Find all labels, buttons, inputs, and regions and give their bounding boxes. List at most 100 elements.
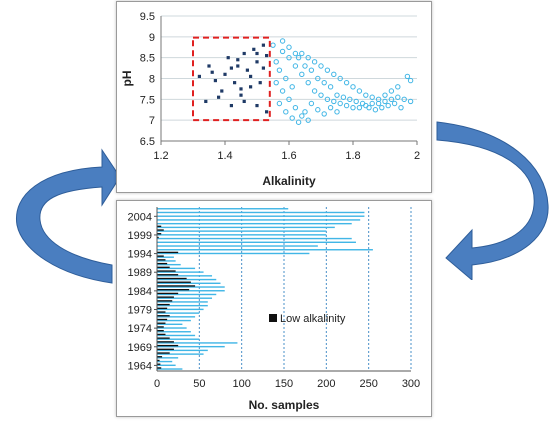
bar-low (157, 311, 166, 313)
scatter-point (337, 75, 343, 82)
bar-all (157, 323, 183, 326)
scatter-point (239, 87, 243, 91)
scatter-point (334, 92, 340, 98)
scatter-point (311, 88, 318, 94)
bar-all (157, 211, 365, 214)
bar-low (157, 259, 166, 261)
scatter-point (363, 92, 369, 98)
bar-low (157, 277, 187, 280)
bar-low (157, 363, 161, 365)
bar-all (157, 312, 200, 314)
scatter-point (305, 117, 311, 123)
bar-all (157, 260, 176, 262)
bar-low (157, 281, 191, 283)
bar-all (157, 334, 196, 337)
y-tick-label: 1964 (128, 360, 152, 372)
bar-all (157, 345, 225, 348)
bar-all (157, 275, 213, 277)
legend-label: Low alkalinity (280, 313, 346, 325)
scatter-point (273, 79, 279, 86)
right-curved-arrow-icon (436, 121, 549, 280)
bar-all (157, 331, 191, 333)
bar-low (157, 255, 164, 257)
y-tick-label: 1989 (128, 267, 152, 279)
bar-all (157, 219, 361, 221)
bar-all (157, 368, 183, 370)
bar-low (157, 322, 166, 324)
bar-low (157, 285, 196, 287)
bar-all (157, 304, 208, 307)
scatter-point (270, 42, 276, 48)
bar-all (157, 215, 365, 217)
bar-low (157, 352, 170, 354)
scatter-point (292, 63, 299, 69)
scatter-point (337, 100, 343, 107)
bar-low (157, 333, 166, 336)
bar-all (157, 316, 196, 318)
y-tick-label: 8 (149, 74, 155, 86)
x-tick-label: 150 (275, 378, 293, 390)
scatter-point (366, 104, 372, 111)
scatter-point (391, 100, 398, 107)
scatter-point (369, 94, 375, 100)
scatter-point (395, 94, 401, 100)
bar-low (157, 262, 168, 265)
bar-all (157, 245, 318, 247)
bar-all (157, 338, 200, 340)
scatter-point (407, 77, 414, 84)
scatter-point (388, 88, 395, 94)
bar-all (157, 297, 213, 299)
bar-low (157, 344, 179, 347)
bar-low (157, 229, 164, 231)
scatter-point (340, 94, 347, 100)
bar-low (157, 337, 170, 339)
scatter-point (324, 96, 331, 103)
bar-all (157, 252, 310, 255)
scatter-point (276, 100, 283, 107)
x-tick-label: 2 (414, 150, 420, 162)
scatter-point (315, 75, 321, 82)
scatter-point (239, 93, 243, 97)
scatter-point (279, 88, 286, 94)
bar-all (157, 278, 217, 281)
x-axis-label: Alkalinity (262, 174, 316, 188)
scatter-point (295, 54, 302, 61)
bar-low (157, 303, 170, 306)
bar-low (157, 330, 164, 332)
scatter-point (261, 66, 265, 70)
scatter-point (305, 54, 311, 61)
scatter-point (283, 109, 289, 115)
x-axis-label: No. samples (249, 398, 320, 412)
bar-all (157, 308, 204, 311)
scatter-point (375, 96, 382, 103)
scatter-point (315, 107, 321, 113)
x-tick-label: 1.6 (281, 150, 296, 162)
scatter-point (327, 84, 334, 90)
x-tick-label: 250 (359, 378, 377, 390)
scatter-point (299, 50, 305, 57)
scatter-point (220, 89, 224, 93)
bar-low (157, 270, 176, 272)
scatter-point (295, 119, 302, 125)
scatter-point (350, 84, 356, 90)
y-tick-label: 7 (149, 115, 155, 127)
scatter-point (356, 104, 363, 111)
bar-low (157, 251, 179, 254)
bar-all (157, 208, 289, 210)
y-tick-label: 1999 (128, 230, 152, 242)
bar-low (157, 367, 162, 369)
x-tick-label: 0 (154, 378, 160, 390)
bar-all (157, 256, 174, 258)
x-tick-label: 1.4 (217, 150, 232, 162)
x-tick-label: 1.8 (345, 150, 360, 162)
scatter-point (292, 104, 299, 111)
bar-all (157, 267, 196, 270)
scatter-point (273, 59, 279, 65)
bar-low (157, 289, 190, 291)
scatter-point (404, 73, 411, 80)
bar-all (157, 293, 217, 296)
scatter-point (407, 98, 414, 105)
scatter-point (223, 72, 227, 76)
scatter-point (331, 98, 337, 105)
bar-all (157, 263, 181, 266)
